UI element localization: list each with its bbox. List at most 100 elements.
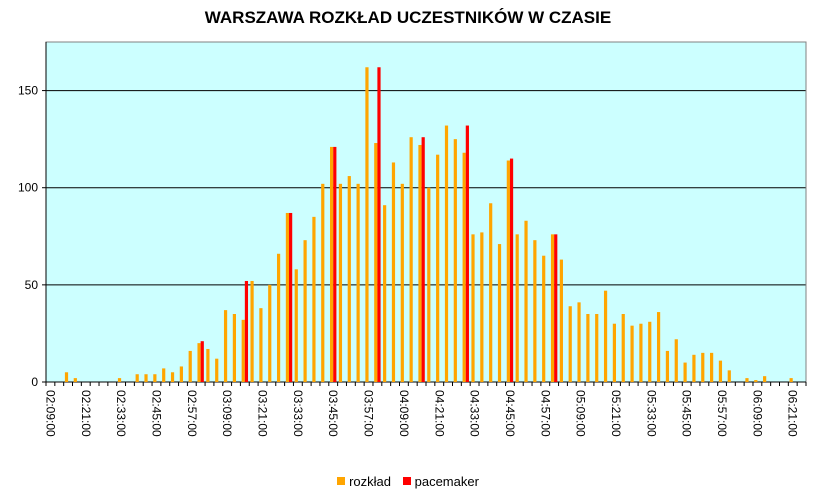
bar-rozklad — [665, 350, 670, 382]
bar-rozklad — [250, 280, 254, 382]
y-tick-label: 100 — [18, 181, 38, 195]
bar-rozklad — [453, 139, 457, 382]
legend: rozkład pacemaker — [0, 473, 816, 489]
legend-label-rozklad: rozkład — [349, 473, 391, 489]
bar-rozklad — [135, 374, 139, 382]
bar-rozklad — [365, 67, 369, 382]
y-tick-label: 0 — [31, 375, 38, 389]
bar-rozklad — [674, 339, 678, 382]
bar-rozklad — [559, 259, 563, 382]
bar-rozklad — [347, 176, 351, 382]
bar-rozklad — [577, 302, 581, 382]
bar-rozklad — [612, 323, 616, 382]
x-tick-label: 04:57:00 — [538, 390, 552, 437]
bar-rozklad — [64, 372, 69, 382]
bar-rozklad — [710, 352, 714, 382]
bar-rozklad — [268, 284, 272, 382]
bar-rozklad — [338, 183, 343, 382]
bar-rozklad — [471, 234, 475, 382]
x-tick-label: 05:21:00 — [609, 390, 623, 437]
bar-pacemaker — [509, 158, 514, 382]
bar-rozklad — [374, 143, 378, 382]
x-tick-label: 06:21:00 — [786, 390, 800, 437]
bar-rozklad — [444, 125, 449, 383]
bar-rozklad — [497, 244, 502, 382]
bar-rozklad — [542, 255, 546, 382]
legend-swatch-pacemaker — [402, 477, 411, 485]
bar-rozklad — [436, 154, 440, 382]
bar-pacemaker — [333, 146, 337, 382]
bar-rozklad — [586, 314, 590, 382]
bar-rozklad — [462, 152, 466, 382]
bar-rozklad — [427, 187, 431, 382]
x-tick-label: 03:09:00 — [220, 390, 234, 437]
bar-rozklad — [533, 240, 537, 382]
bar-rozklad — [232, 314, 236, 382]
chart-title: WARSZAWA ROZKŁAD UCZESTNIKÓW W CZASIE — [204, 8, 612, 27]
x-tick-label: 05:57:00 — [715, 390, 729, 437]
bar-rozklad — [223, 310, 228, 382]
x-tick-label: 02:21:00 — [79, 390, 93, 437]
legend-label-pacemaker: pacemaker — [414, 473, 479, 489]
x-tick-label: 05:33:00 — [644, 390, 658, 437]
bar-pacemaker — [289, 212, 293, 382]
bar-rozklad — [206, 348, 210, 382]
bar-rozklad — [648, 321, 652, 382]
bar-rozklad — [197, 343, 201, 382]
bar-rozklad — [621, 314, 625, 382]
bar-rozklad — [550, 234, 555, 382]
bar-rozklad — [692, 354, 696, 382]
bar-rozklad — [215, 358, 219, 382]
bar-rozklad — [718, 360, 723, 382]
x-tick-label: 02:33:00 — [114, 390, 128, 437]
bar-rozklad — [568, 306, 572, 382]
x-tick-label: 02:57:00 — [185, 390, 199, 437]
bar-rozklad — [259, 308, 263, 382]
bar-rozklad — [391, 162, 396, 382]
bar-rozklad — [683, 362, 687, 382]
x-tick-label: 04:09:00 — [397, 390, 411, 437]
bar-rozklad — [312, 216, 316, 382]
bar-pacemaker — [465, 125, 469, 383]
bar-rozklad — [489, 203, 493, 382]
bar-rozklad — [356, 183, 360, 382]
bar-rozklad — [595, 314, 599, 382]
bar-rozklad — [117, 378, 122, 382]
bar-rozklad — [701, 352, 705, 382]
bar-rozklad — [321, 183, 325, 382]
bar-rozklad — [754, 380, 758, 382]
bar-rozklad — [727, 370, 731, 382]
bar-pacemaker — [421, 137, 425, 382]
bar-pacemaker — [377, 67, 381, 382]
bar-rozklad — [330, 146, 334, 382]
bar-rozklad — [241, 319, 245, 382]
y-tick-label: 150 — [18, 84, 38, 98]
bar-pacemaker — [244, 280, 249, 382]
x-tick-label: 04:21:00 — [432, 390, 446, 437]
bar-rozklad — [383, 205, 387, 382]
bar-rozklad — [515, 234, 519, 382]
bar-rozklad — [656, 312, 661, 382]
bar-pacemaker — [554, 234, 558, 382]
bar-rozklad — [603, 290, 608, 382]
bar-rozklad — [418, 144, 422, 382]
bar-rozklad — [506, 160, 510, 382]
x-tick-label: 04:33:00 — [468, 390, 482, 437]
x-tick-label: 03:45:00 — [326, 390, 340, 437]
bar-rozklad — [170, 372, 175, 382]
legend-swatch-rozklad — [337, 477, 346, 485]
bar-rozklad — [745, 378, 749, 382]
bar-rozklad — [480, 232, 484, 382]
bar-rozklad — [188, 350, 192, 382]
x-tick-label: 03:33:00 — [291, 390, 305, 437]
bar-rozklad — [409, 137, 413, 382]
x-tick-label: 02:09:00 — [43, 390, 57, 437]
y-tick-label: 50 — [25, 278, 39, 292]
bar-rozklad — [162, 368, 166, 382]
x-tick-label: 05:45:00 — [680, 390, 694, 437]
legend-item-rozklad: rozkład — [337, 474, 391, 489]
bar-rozklad — [294, 269, 298, 382]
bar-rozklad — [73, 378, 77, 382]
bar-rozklad — [763, 376, 767, 382]
